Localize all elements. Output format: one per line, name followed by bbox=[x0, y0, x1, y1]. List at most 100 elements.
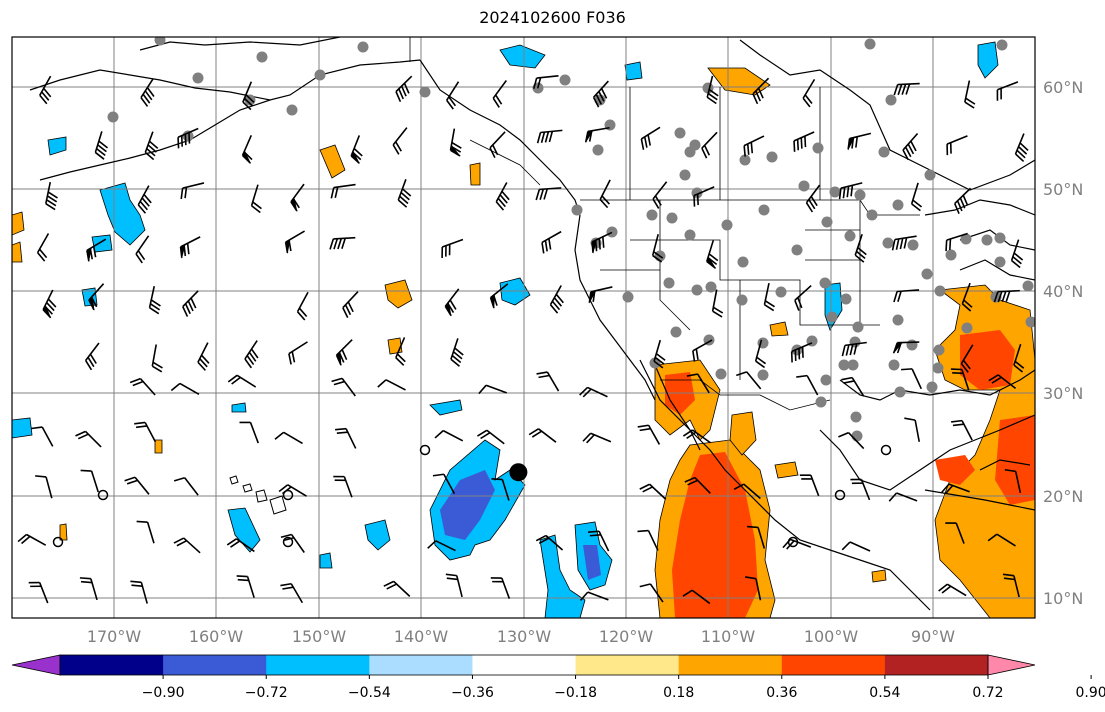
station-dot bbox=[838, 359, 850, 371]
colorbar-segment bbox=[472, 655, 577, 675]
station-dot bbox=[960, 233, 972, 245]
wind-barb bbox=[140, 78, 155, 107]
station-dot bbox=[934, 285, 946, 297]
wind-barb bbox=[335, 427, 357, 449]
lon-label-100w: 100°W bbox=[804, 627, 859, 646]
station-dot bbox=[892, 199, 904, 211]
station-dot bbox=[945, 249, 957, 261]
station-dot bbox=[961, 322, 973, 334]
wind-barb bbox=[395, 337, 406, 366]
wind-barb bbox=[36, 233, 50, 262]
wind-barb bbox=[893, 82, 920, 96]
station-dot bbox=[812, 142, 824, 154]
station-dot bbox=[852, 321, 864, 333]
lon-label-140w: 140°W bbox=[394, 627, 449, 646]
calm-circle bbox=[880, 444, 892, 456]
wind-barb bbox=[274, 431, 303, 445]
colorbar-extend-low bbox=[11, 654, 61, 676]
wind-barb bbox=[946, 135, 968, 156]
wind-barb bbox=[432, 473, 456, 494]
station-dot bbox=[820, 374, 832, 386]
wind-barb bbox=[838, 431, 865, 450]
colorbar-extend-high bbox=[987, 654, 1036, 676]
colorbar-segment bbox=[369, 655, 473, 675]
wind-barb bbox=[796, 374, 819, 396]
lat-label-30n: 30°N bbox=[1043, 384, 1083, 403]
station-dot bbox=[864, 38, 876, 50]
station-dot bbox=[684, 146, 696, 158]
station-dot bbox=[906, 339, 918, 351]
station-dot bbox=[819, 277, 831, 289]
wind-barb bbox=[1014, 133, 1029, 163]
wind-barb bbox=[536, 371, 560, 392]
wind-barb bbox=[290, 183, 305, 212]
station-dot bbox=[691, 284, 703, 296]
station-dot bbox=[798, 180, 810, 192]
lon-label-120w: 120°W bbox=[599, 627, 654, 646]
wind-barb bbox=[88, 283, 105, 311]
wind-barb bbox=[226, 538, 255, 553]
colorbar-tick-label: −0.72 bbox=[245, 685, 288, 701]
station-markers bbox=[107, 37, 1035, 442]
wind-barb bbox=[333, 475, 353, 498]
wind-barb bbox=[1002, 573, 1020, 598]
wind-barb bbox=[987, 533, 1016, 547]
station-dot bbox=[646, 209, 658, 221]
colorbar-segment bbox=[781, 655, 886, 675]
longitude-tick-labels: 170°W 160°W 150°W 140°W 130°W 120°W 110°… bbox=[87, 627, 955, 646]
wind-barb bbox=[752, 77, 770, 105]
station-dot bbox=[559, 74, 571, 86]
wind-barb bbox=[244, 340, 259, 369]
station-dot bbox=[419, 86, 431, 98]
station-dot bbox=[847, 359, 859, 371]
wind-barb bbox=[179, 236, 201, 259]
wind-barb bbox=[651, 234, 664, 263]
wind-barb bbox=[892, 341, 920, 355]
wind-barb bbox=[799, 474, 820, 497]
wind-barb bbox=[639, 483, 667, 500]
station-dot bbox=[684, 229, 696, 241]
colorbar-segment bbox=[575, 655, 680, 675]
colorbar-tick-label: −0.54 bbox=[348, 685, 391, 701]
wind-barb bbox=[951, 419, 973, 441]
station-dot bbox=[907, 239, 919, 251]
coastlines bbox=[29, 37, 1035, 611]
station-dot bbox=[829, 186, 841, 198]
station-dot bbox=[670, 326, 682, 338]
colorbar-segment bbox=[163, 655, 267, 675]
wind-barb bbox=[392, 127, 408, 155]
wind-barb bbox=[639, 583, 664, 603]
lat-label-40n: 40°N bbox=[1043, 282, 1083, 301]
calm-circle bbox=[834, 489, 846, 501]
wind-barb bbox=[17, 533, 47, 546]
wind-barb bbox=[227, 374, 257, 388]
wind-barb bbox=[350, 135, 363, 164]
lon-label-160w: 160°W bbox=[189, 627, 244, 646]
wind-barb bbox=[490, 577, 511, 599]
wind-barb bbox=[296, 291, 309, 321]
wind-barb bbox=[945, 522, 965, 544]
station-dot bbox=[892, 314, 904, 326]
station-dot bbox=[622, 291, 634, 303]
colorbar-tick-label: −0.18 bbox=[554, 685, 597, 701]
wind-barb bbox=[736, 371, 762, 390]
wind-barb bbox=[492, 79, 507, 108]
station-dot bbox=[571, 204, 583, 216]
lat-label-60n: 60°N bbox=[1043, 78, 1083, 97]
wind-barb bbox=[754, 339, 767, 369]
wind-barb bbox=[938, 583, 967, 597]
wind-barb bbox=[950, 368, 970, 391]
wind-barb bbox=[450, 338, 464, 367]
wind-barb bbox=[579, 386, 608, 398]
colorbar-segment bbox=[60, 655, 164, 675]
lon-label-130w: 130°W bbox=[497, 627, 552, 646]
station-dot bbox=[244, 94, 256, 106]
wind-barb bbox=[151, 344, 163, 373]
station-dot bbox=[894, 386, 906, 398]
wind-barb bbox=[793, 131, 815, 152]
colorbar-segment bbox=[678, 655, 783, 675]
station-dot bbox=[882, 237, 894, 249]
wind-barb bbox=[182, 290, 199, 317]
wind-barb bbox=[45, 181, 58, 211]
colorbar-segment bbox=[884, 655, 989, 675]
